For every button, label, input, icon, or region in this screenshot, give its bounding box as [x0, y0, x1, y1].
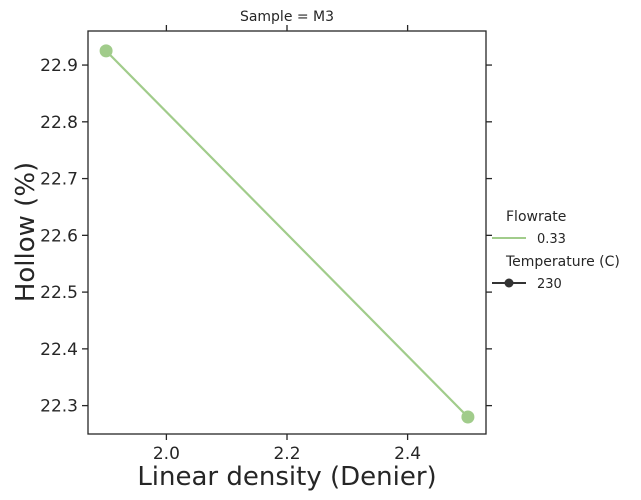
legend-marker-temperature: [504, 278, 514, 288]
data-point: [99, 44, 113, 58]
x-tick-label: 2.4: [394, 444, 421, 464]
y-tick-label: 22.3: [40, 397, 78, 417]
x-axis-ticks: 2.0 2.2 2.4: [153, 25, 421, 464]
x-axis-label: Linear density (Denier): [137, 462, 436, 492]
x-tick-label: 2.0: [153, 444, 180, 464]
data-point: [461, 410, 475, 424]
y-tick-label: 22.7: [40, 170, 78, 190]
plot-frame: [87, 30, 487, 435]
legend: Flowrate 0.33 Temperature (C) 230: [492, 209, 620, 292]
legend-title-temperature: Temperature (C): [505, 254, 620, 270]
y-tick-label: 22.5: [40, 283, 78, 303]
legend-title-flowrate: Flowrate: [506, 209, 566, 225]
x-tick-label: 2.2: [273, 444, 300, 464]
y-tick-label: 22.9: [40, 56, 78, 76]
legend-label-temperature: 230: [537, 277, 562, 292]
y-tick-label: 22.4: [40, 340, 78, 360]
legend-label-flowrate: 0.33: [537, 232, 566, 247]
series-line: [105, 50, 469, 418]
y-tick-label: 22.8: [40, 113, 78, 133]
y-axis-ticks: 22.3 22.4 22.5 22.6 22.7 22.8 22.9: [40, 56, 492, 417]
series-layer: [99, 44, 475, 424]
y-tick-label: 22.6: [40, 226, 78, 246]
y-axis-label: Hollow (%): [11, 162, 41, 302]
chart-title: Sample = M3: [240, 9, 334, 25]
